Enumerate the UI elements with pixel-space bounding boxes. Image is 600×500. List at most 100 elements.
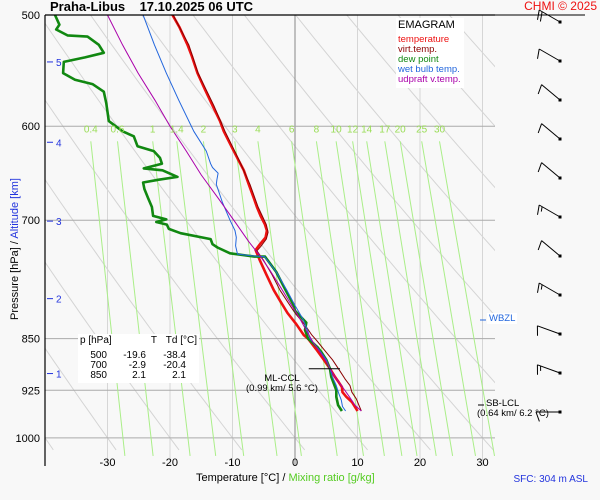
wind-barb-flag [537,204,540,215]
temperature-tick-label: -30 [100,457,116,469]
mixing-ratio-line [421,141,476,456]
wind-barb-half-flag [540,284,543,290]
y-axis-label-sep: / [9,238,21,248]
wind-barb-flag [537,84,543,95]
mixing-ratio-label: 4 [255,124,261,135]
wind-barb-icon [537,48,562,63]
wind-barbs [535,9,562,422]
dry-adiabat [45,99,306,451]
legend-item-wet-bulb: wet bulb temp. [398,64,460,75]
dry-adiabat [397,15,495,127]
wind-barb-flag [537,123,543,134]
ml-ccl-annotation: ML-CCL (0.99 km/ 5.6 °C) [246,374,318,394]
legend-item-updraft-vtemp: udpraft v.temp. [398,74,461,85]
wind-barb-icon [535,410,562,422]
pressure-tick-label: 700 [22,215,40,227]
series-temperature [171,15,359,412]
table-header-cell: Td [°C] [165,335,197,346]
wind-barb-flag [535,411,540,422]
mixing-ratio-line [152,141,191,456]
mixing-ratio-line [366,141,418,456]
series-virt-temp- [172,15,362,412]
ml-ccl-value: (0.99 km/ 5.6 °C) [246,383,318,394]
wind-barb-icon [537,9,562,24]
x-axis-label: Temperature [°C] / Mixing ratio [g/kg] [196,472,375,484]
table-cell: -19.6 [123,350,146,361]
mixing-ratio-label: 6 [289,124,295,135]
mixing-ratio-line [315,141,364,456]
pressure-tick-label: 925 [22,385,40,397]
pressure-tick-label: 500 [22,10,40,22]
mixing-ratio-label: 25 [416,124,428,135]
wind-barb-flag [537,162,543,173]
x-axis-label-temperature: Temperature [°C] [196,472,280,484]
chart-title: Praha-Libus 17.10.2025 06 UTC [50,0,253,14]
sb-lcl-annotation: SB-LCL (0.64 km/ 6.2 °C) [477,399,549,419]
temperature-tick-label: 0 [292,457,298,469]
pressure-tick-label: 1000 [16,433,40,445]
altitude-tick-label: 2 [56,295,62,306]
wind-barb-shaft [538,48,561,62]
series-dew-point [53,15,343,412]
mixing-ratio-line [176,141,217,456]
table-cell: 700 [90,360,107,371]
mixing-ratio-line [352,141,403,456]
temperature-tick-label: 20 [414,457,426,469]
table-cell: -38.4 [163,350,186,361]
wind-barb-flag [537,9,540,20]
wind-barb-shaft [538,9,561,23]
wind-barb-shaft [537,325,561,335]
wind-barb-icon [536,325,562,336]
dry-adiabat [346,15,495,189]
wind-barb-shaft [541,162,561,179]
wind-barb-shaft [541,84,561,101]
mixing-ratio-label: 3 [232,124,238,135]
dry-adiabat [45,178,243,451]
mixing-ratio-label: 1 [150,124,156,135]
dry-adiabat [45,22,368,451]
mixing-ratio-line [399,141,454,456]
mixing-ratio-label: 2 [201,124,207,135]
sb-lcl-label: SB-LCL [486,398,520,409]
dry-adiabat [89,15,431,451]
table-row: 700 -2.9 -20.4 [80,361,197,371]
dry-adiabat [580,0,600,450]
sb-lcl-value: (0.64 km/ 6.2 °C) [477,408,549,419]
table-cell: 500 [90,350,107,361]
mixing-ratio-label: 10 [331,124,343,135]
mixing-ratio-line [384,141,437,456]
wind-barb-flag [537,48,540,59]
wind-barb-flag [539,11,543,22]
legend-item-dew-point: dew point [398,54,439,65]
table-cell: 2.1 [132,370,146,381]
wind-barb-icon [537,204,562,219]
wind-barb-icon [537,282,562,297]
dry-adiabat [45,347,117,451]
wind-barb-half-flag [540,206,543,212]
series-wet-bulb-temp- [142,15,347,412]
legend-item-virt-temp: virt.temp. [398,44,438,55]
table-header: p [hPa] T Td [°C] [80,336,197,346]
frame [44,14,585,466]
wind-barb-icon [537,123,562,141]
surface-elevation: SFC: 304 m ASL [513,474,588,485]
mixing-ratio-label: 8 [314,124,320,135]
mixing-ratio-label: 14 [361,124,373,135]
wbzl-label: WBZL [487,313,518,324]
table-cell: -20.4 [163,360,186,371]
table-row: 850 2.1 2.1 [80,371,197,381]
dry-adiabat [141,15,494,451]
tick-labels: 0.4 0.6 1 1.4 2 3 4 6 8 10 12 14 17 20 25 3050060070085… [16,10,489,469]
mixing-ratio-label: 17 [379,124,391,135]
grid [45,0,600,466]
legend: EMAGRAM temperature virt.temp. dew point… [396,18,464,88]
legend-item-temperature: temperature [398,34,450,45]
temperature-tick-label: 10 [351,457,363,469]
wind-barb-flag [537,240,543,251]
dry-adiabat [294,15,495,252]
mixing-ratio-line [202,141,245,456]
table-row: 500 -19.6 -38.4 [80,351,197,361]
wind-barb-icon [537,240,562,258]
mixing-ratio-label: 1.4 [170,124,184,135]
table-cell: 2.1 [172,370,186,381]
